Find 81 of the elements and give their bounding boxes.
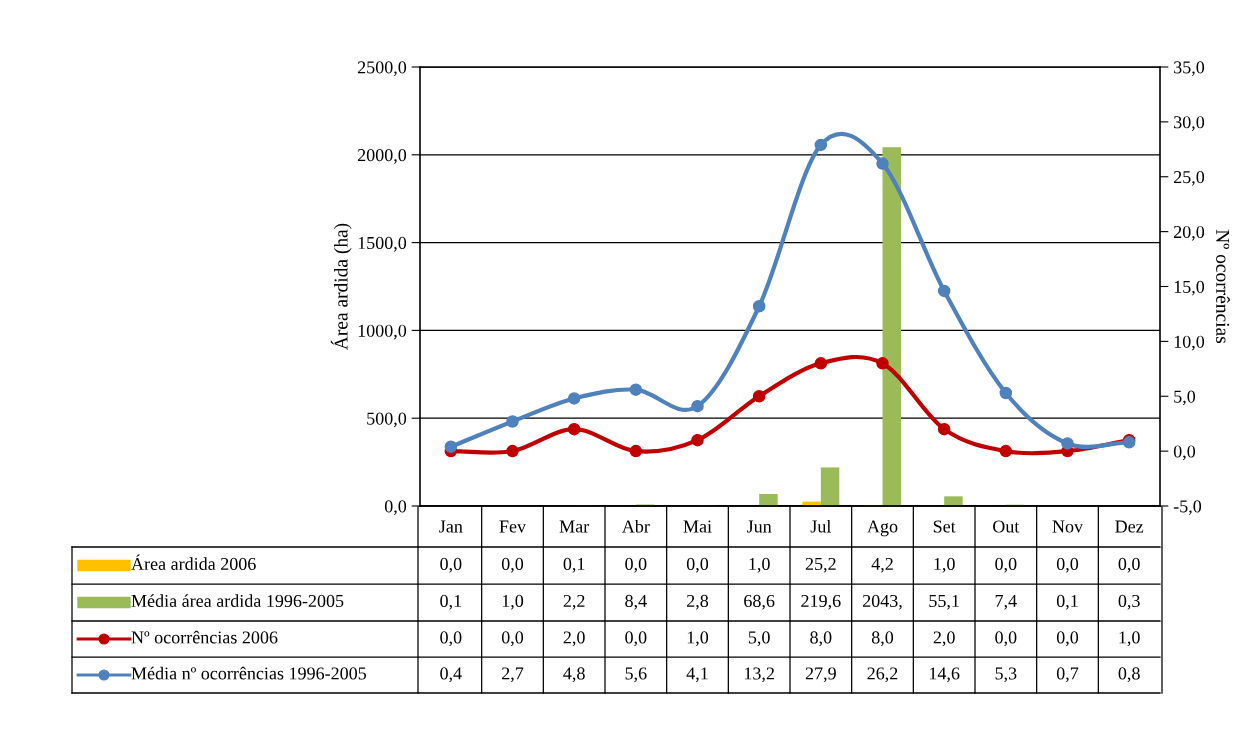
y2-tick-label: 5,0 <box>1174 390 1196 406</box>
y-tick-label: 1500,0 <box>358 236 407 252</box>
data-label: 0,7 <box>1056 667 1079 683</box>
data-label: 14,6 <box>929 667 960 683</box>
legend-label: Área ardida 2006 <box>131 554 256 571</box>
x-tick-label: Abr <box>621 519 650 533</box>
legend-label: Média área ardida 1996-2005 <box>131 594 344 608</box>
data-label: 5,6 <box>625 667 647 683</box>
y2-tick-label: 15,0 <box>1174 280 1205 296</box>
legend-label: Média nº ocorrências 1996-2005 <box>131 666 367 680</box>
y2-tick-label: 10,0 <box>1174 335 1205 351</box>
data-label: 55,1 <box>929 594 959 610</box>
data-label: 2,7 <box>502 667 524 683</box>
data-label: 2,2 <box>563 594 585 610</box>
data-label: 2,0 <box>563 631 585 647</box>
x-tick-label: Ago <box>867 520 898 537</box>
data-label: 4,1 <box>686 667 708 683</box>
x-tick-label: Jun <box>747 520 772 533</box>
x-tick-label: Jan <box>439 520 463 533</box>
y2-axis-title: Nº ocorrências <box>1216 229 1230 344</box>
y-tick-label: 500,0 <box>367 412 407 428</box>
data-label: 1,0 <box>1119 631 1140 647</box>
data-label: 2,8 <box>687 594 709 610</box>
data-label: 0,1 <box>1056 594 1078 610</box>
legend-label: Nº ocorrências 2006 <box>131 630 278 644</box>
data-label: 0,3 <box>1118 594 1140 610</box>
data-label: 5,3 <box>995 667 1017 683</box>
y2-tick-label: 0,0 <box>1173 445 1196 461</box>
x-tick-label: Mar <box>559 520 590 533</box>
data-label: 26,2 <box>867 667 898 683</box>
data-label: 13,2 <box>744 667 774 683</box>
data-label: 7,4 <box>995 594 1017 610</box>
data-label: 68,6 <box>744 594 775 610</box>
data-label: 219,6 <box>801 594 841 610</box>
data-label: 27,9 <box>805 667 836 683</box>
data-label: 0,0 <box>686 557 709 573</box>
data-label: 0,0 <box>1056 631 1079 647</box>
data-label: 0,8 <box>1118 667 1140 683</box>
data-label: 4,8 <box>563 667 585 683</box>
data-label: 1,0 <box>934 557 955 573</box>
y2-tick-label: 30,0 <box>1174 116 1205 131</box>
y2-tick-label: 35,0 <box>1174 61 1205 77</box>
x-tick-label: Dez <box>1115 520 1144 533</box>
data-label: 0,0 <box>995 631 1017 647</box>
y-tick-label: 1000,0 <box>358 324 407 340</box>
y2-tick-label: 20,0 <box>1173 225 1205 241</box>
x-tick-label: Fev <box>499 520 527 533</box>
data-label: 8,0 <box>810 631 832 647</box>
y2-tick-label: 25,0 <box>1173 171 1205 186</box>
data-label: 1,0 <box>749 557 770 573</box>
y-axis-title: Área ardida (ha) <box>330 223 352 350</box>
data-label: 8,0 <box>871 631 894 647</box>
data-label: 0,0 <box>995 557 1017 573</box>
x-tick-label: Out <box>993 520 1020 533</box>
data-label: 5,0 <box>748 631 770 647</box>
x-tick-label: Mai <box>683 520 712 533</box>
data-label: 1,0 <box>502 594 524 610</box>
data-label: 2,0 <box>933 631 955 647</box>
data-label: 25,2 <box>805 557 836 573</box>
data-label: 0,0 <box>1118 557 1140 573</box>
x-tick-label: Jul <box>810 519 832 533</box>
data-label: 0,1 <box>440 594 462 610</box>
data-label: 0,0 <box>501 557 524 573</box>
data-label: 0,1 <box>563 557 585 573</box>
data-label: 4,2 <box>871 557 893 573</box>
data-label: 2043, <box>862 594 902 610</box>
x-tick-label: Nov <box>1052 520 1084 533</box>
data-label: 0,0 <box>501 631 524 647</box>
y-tick-label: 2500,0 <box>357 61 407 77</box>
data-label: 1,0 <box>687 631 709 647</box>
data-label: 8,4 <box>625 594 647 610</box>
data-label: 0,0 <box>625 557 647 573</box>
data-label: 0,0 <box>625 631 647 647</box>
x-tick-label: Set <box>933 520 956 533</box>
data-label: 0,0 <box>440 557 462 573</box>
y-tick-label: 0,0 <box>384 500 407 516</box>
y2-tick-label: -5,0 <box>1173 500 1202 516</box>
data-label: 0,0 <box>440 631 462 647</box>
data-label: 0,4 <box>440 667 462 683</box>
y-tick-label: 2000,0 <box>357 149 407 164</box>
data-label: 0,0 <box>1056 557 1079 573</box>
